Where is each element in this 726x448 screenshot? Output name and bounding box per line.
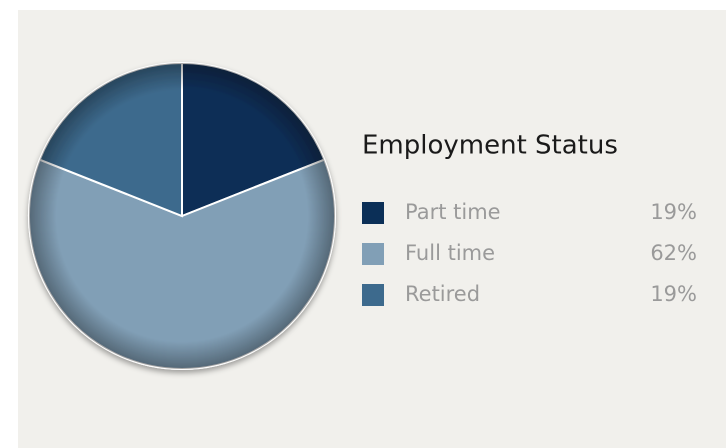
legend-label: Retired (405, 282, 480, 306)
pie (28, 61, 336, 370)
legend-label: Full time (405, 241, 495, 265)
legend-swatch (362, 243, 384, 265)
legend-value: 19% (650, 200, 697, 224)
legend-value: 62% (650, 241, 697, 265)
legend-swatch (362, 202, 384, 224)
legend-value: 19% (650, 282, 697, 306)
legend-swatch (362, 284, 384, 306)
legend: Part time 19% Full time 62% Retired 19% (362, 200, 697, 306)
legend-label: Part time (405, 200, 501, 224)
legend-title: Employment Status (362, 131, 618, 161)
